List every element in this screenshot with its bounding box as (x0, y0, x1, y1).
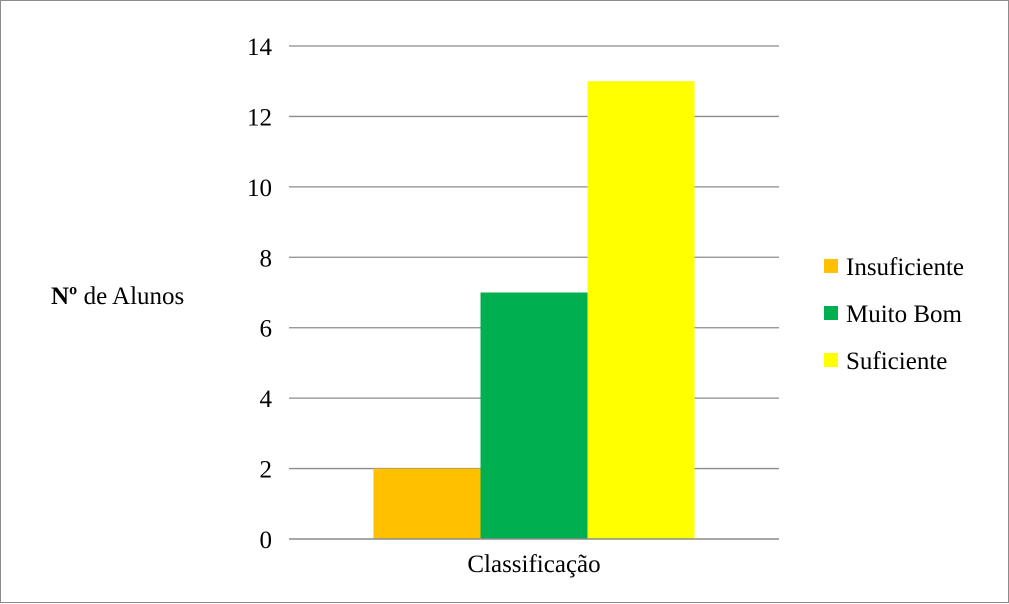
y-axis-title: Nº de Alunos (51, 283, 184, 310)
legend-label: Muito Bom (846, 301, 963, 328)
y-tick-label: 2 (260, 457, 273, 484)
x-category-label: Classificação (467, 551, 600, 578)
legend: Insuficiente Muito Bom Suficiente (824, 254, 964, 375)
legend-swatch (824, 259, 838, 273)
legend-swatch (824, 306, 838, 320)
y-tick-labels: 0 2 4 6 8 10 12 14 (247, 34, 273, 554)
bar-insuficiente (373, 468, 481, 539)
y-tick-label: 14 (247, 34, 273, 61)
y-tick-label: 4 (260, 386, 273, 413)
bar-suficiente (587, 81, 695, 539)
y-axis-title-rest: de Alunos (77, 283, 184, 310)
legend-label: Insuficiente (846, 254, 964, 281)
y-tick-label: 8 (260, 245, 273, 272)
y-tick-label: 6 (260, 316, 273, 343)
y-tick-label: 12 (247, 104, 272, 131)
legend-label: Suficiente (846, 348, 947, 375)
y-tick-label: 0 (260, 527, 273, 554)
bar-muito-bom (480, 292, 588, 539)
legend-swatch (824, 353, 838, 367)
bars (373, 81, 695, 539)
y-tick-label: 10 (247, 175, 272, 202)
y-axis-title-bold: Nº (51, 283, 77, 310)
